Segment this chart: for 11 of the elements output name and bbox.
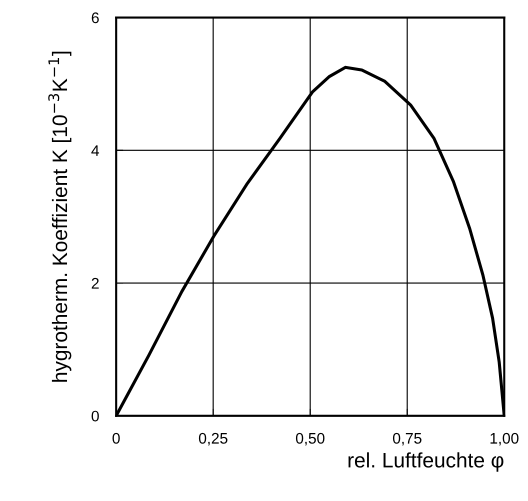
y-tick-label: 2 — [92, 278, 99, 289]
x-tick-label: 0,75 — [392, 432, 422, 446]
x-tick-label: 0,50 — [296, 432, 324, 446]
y-tick-label: 0 — [92, 410, 99, 422]
y-tick-label: 4 — [91, 145, 100, 156]
x-tick-label: 0 — [112, 432, 120, 444]
x-axis-title: rel. Luftfeuchte φ — [348, 452, 504, 472]
y-axis-title: hygrotherm. Koeffizient K [10$^{−3}$K$^{−1}$] — [48, 52, 72, 382]
y-tick-label: 6 — [92, 12, 99, 24]
x-tick-label: 0,25 — [198, 432, 228, 446]
x-tick-label: 1,00 — [490, 432, 519, 446]
